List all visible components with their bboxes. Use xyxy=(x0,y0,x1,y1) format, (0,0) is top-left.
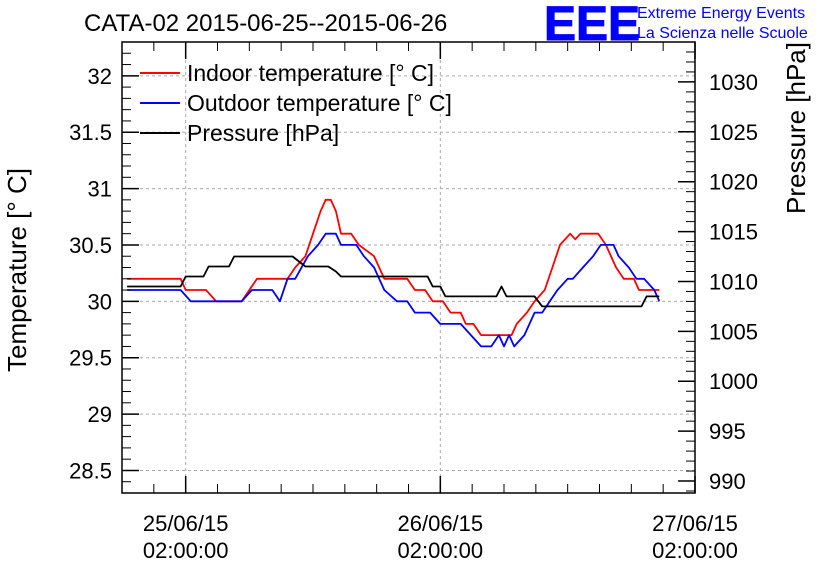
x-tick-label-date: 27/06/15 xyxy=(652,511,738,536)
y2-tick-label: 1030 xyxy=(709,70,758,95)
y-tick-label: 30 xyxy=(88,289,112,314)
logo-letters: EEE xyxy=(544,0,640,51)
tick-labels: 28.5 29 29.5 30 30.5 31 31.5 32 990 995 1000 1005 10… xyxy=(69,64,758,563)
eee-logo: EEE Extreme Energy Events La Scienza nel… xyxy=(544,0,808,52)
x-tick-label-time: 02:00:00 xyxy=(143,538,229,563)
y-axis-title: Temperature [° C] xyxy=(2,168,32,372)
y2-tick-label: 1015 xyxy=(709,220,758,245)
series-line-2 xyxy=(127,232,661,348)
series-line-1 xyxy=(127,198,660,337)
y-tick-label: 31.5 xyxy=(69,120,112,145)
logo-line1: Extreme Energy Events xyxy=(637,5,805,22)
y-tick-label: 28.5 xyxy=(69,458,112,483)
x-tick-label-time: 02:00:00 xyxy=(652,538,738,563)
axis-ticks xyxy=(121,41,696,494)
legend-label-1: Indoor temperature [° C] xyxy=(187,60,434,86)
y-tick-label: 31 xyxy=(88,177,112,202)
y2-tick-label: 990 xyxy=(709,469,746,494)
y2-tick-label: 1005 xyxy=(709,319,758,344)
y-tick-label: 29.5 xyxy=(69,346,112,371)
series-layer xyxy=(127,198,661,348)
legend: Indoor temperature [° C] Outdoor temperat… xyxy=(140,60,452,146)
chart-title: CATA-02 2015-06-25--2015-06-26 xyxy=(84,10,447,37)
x-tick-label-date: 25/06/15 xyxy=(143,511,229,536)
y2-tick-label: 1010 xyxy=(709,269,758,294)
y2-tick-label: 1000 xyxy=(709,369,758,394)
x-tick-label-date: 26/06/15 xyxy=(398,511,484,536)
y2-tick-label: 995 xyxy=(709,419,746,444)
logo-line2: La Scienza nelle Scuole xyxy=(637,25,808,42)
y-tick-label: 29 xyxy=(88,402,112,427)
x-tick-label-time: 02:00:00 xyxy=(398,538,484,563)
legend-label-3: Pressure [hPa] xyxy=(187,120,339,146)
y-tick-label: 30.5 xyxy=(69,233,112,258)
series-line-3 xyxy=(127,255,660,308)
y2-tick-label: 1020 xyxy=(709,170,758,195)
legend-label-2: Outdoor temperature [° C] xyxy=(187,90,452,116)
y-tick-label: 32 xyxy=(88,64,112,89)
y2-axis-title: Pressure [hPa] xyxy=(781,42,811,214)
y2-tick-label: 1025 xyxy=(709,120,758,145)
